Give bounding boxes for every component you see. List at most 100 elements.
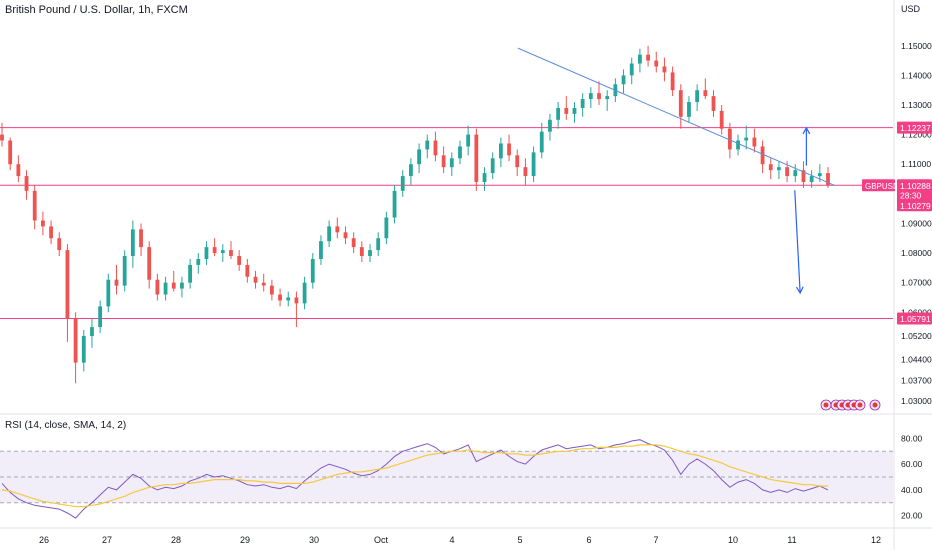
price-tick-label: 1.07000 — [901, 278, 932, 288]
candle-body — [670, 72, 675, 91]
rsi-tick-label: 20.00 — [901, 511, 923, 521]
candle-body — [294, 297, 299, 304]
candle-body — [548, 119, 552, 132]
candle-body — [801, 170, 806, 182]
candle-body — [130, 229, 135, 257]
price-tick-label: 1.15000 — [901, 41, 932, 51]
candle-body — [188, 264, 192, 283]
candle-body — [335, 226, 340, 233]
candle-body — [204, 247, 209, 259]
candle-body — [621, 75, 626, 85]
level-price-tag — [897, 312, 932, 325]
price-tick-label: 1.14000 — [901, 70, 932, 80]
trendline[interactable] — [517, 47, 836, 186]
prev-price-label: 1.10279 — [900, 201, 931, 211]
candle-body — [220, 250, 225, 254]
rsi-tick-label: 60.00 — [901, 459, 923, 469]
candle-body — [343, 232, 348, 239]
candle-body — [229, 250, 233, 257]
rsi-tick-label: 40.00 — [901, 485, 923, 495]
chart-title: British Pound / U.S. Dollar, 1h, FXCM — [5, 4, 188, 16]
rsi-tick-label: 80.00 — [901, 433, 923, 443]
candle-body — [523, 167, 528, 177]
price-tick-label: 1.03700 — [901, 375, 932, 385]
candle-body — [392, 190, 397, 218]
candle-body — [580, 99, 585, 108]
candle-body — [556, 107, 561, 120]
candle-body — [139, 229, 143, 248]
candle-body — [269, 285, 274, 295]
symbol-label: GBPUSD — [865, 182, 899, 191]
currency-label: USD — [901, 4, 921, 14]
candle-body — [654, 60, 659, 67]
price-tick-label: 1.09000 — [901, 218, 932, 228]
candle-body — [359, 247, 364, 257]
candle-body — [736, 140, 740, 150]
candle-body — [744, 137, 749, 141]
candle-body — [458, 146, 462, 159]
candle-body — [261, 282, 266, 286]
symbol-tag — [862, 179, 895, 192]
candle-body — [73, 318, 78, 363]
candle-body — [441, 155, 446, 168]
rsi-line[interactable] — [1, 439, 829, 519]
arrow-down-line[interactable] — [794, 190, 801, 294]
candle-body — [0, 134, 4, 141]
candle-body — [90, 327, 94, 336]
level-price-label: 1.12237 — [900, 123, 931, 133]
candle-body — [180, 282, 184, 289]
candle-body — [474, 134, 479, 182]
candle-body — [572, 107, 577, 114]
price-tick-label: 1.08000 — [901, 248, 932, 258]
time-tick-label: 30 — [309, 535, 319, 545]
candle-body — [564, 107, 569, 114]
candle-body — [703, 90, 708, 97]
current-price-label: 1.10288 — [900, 181, 931, 191]
time-tick-label: 11 — [787, 535, 796, 545]
time-tick-label: 7 — [653, 535, 658, 545]
candle-body — [351, 238, 356, 248]
candle-body — [449, 158, 454, 168]
candle-body — [662, 66, 667, 73]
candle-body — [278, 294, 282, 301]
candle-body — [122, 256, 127, 286]
candle-body — [400, 176, 405, 191]
candle-body — [147, 247, 152, 280]
candle-body — [646, 54, 650, 61]
candle-body — [24, 176, 29, 191]
event-flag-dot — [857, 402, 863, 408]
candle-body — [498, 143, 503, 159]
candle-body — [760, 146, 765, 165]
price-tick-label: 1.11000 — [901, 159, 931, 169]
candle-body — [515, 155, 520, 168]
candle-body — [114, 279, 119, 286]
candle-body — [695, 90, 700, 103]
candle-body — [106, 279, 111, 307]
time-tick-label: 26 — [39, 535, 49, 545]
time-tick-label: Oct — [374, 535, 389, 545]
candle-body — [8, 140, 13, 165]
candle-body — [752, 137, 757, 147]
candle-body — [433, 140, 438, 156]
rsi-sma-line[interactable] — [1, 444, 828, 508]
price-tick-label: 1.06000 — [901, 307, 932, 317]
candle-body — [809, 176, 814, 182]
candle-body — [49, 226, 53, 239]
arrow-down-head — [795, 286, 804, 295]
candle-body — [539, 131, 544, 153]
candle-body — [98, 306, 103, 328]
candle-body — [597, 93, 601, 100]
time-tick-label: 5 — [517, 535, 522, 545]
time-tick-label: 27 — [102, 535, 112, 545]
candle-body — [793, 170, 798, 177]
candle-body — [155, 279, 160, 295]
candle-body — [817, 173, 822, 177]
candle-body — [196, 258, 201, 265]
candle-body — [678, 90, 683, 117]
price-tick-label: 1.04400 — [901, 355, 932, 365]
event-flag-dot — [872, 402, 878, 408]
candle-body — [310, 258, 315, 283]
candle-body — [588, 93, 593, 100]
